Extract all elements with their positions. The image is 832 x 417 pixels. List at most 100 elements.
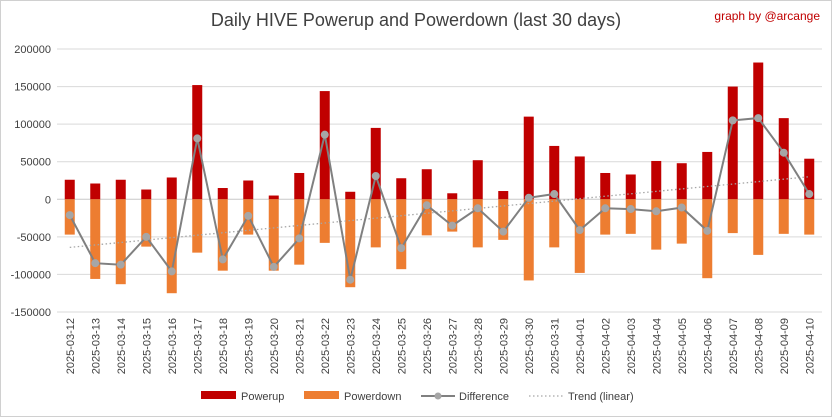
x-tick-label: 2025-03-16 xyxy=(167,318,179,374)
powerup-bar xyxy=(778,118,789,200)
powerdown-bar xyxy=(217,199,228,271)
powerup-bar xyxy=(90,183,101,200)
x-tick-label: 2025-03-29 xyxy=(498,318,510,374)
y-tick-label: 200000 xyxy=(14,44,51,56)
powerup-bar xyxy=(600,172,611,200)
legend-marker-difference xyxy=(434,392,442,400)
powerup-bar xyxy=(166,177,177,200)
x-tick-label: 2025-03-31 xyxy=(549,318,561,374)
powerup-bar xyxy=(753,62,764,200)
powerup-bar xyxy=(549,145,560,200)
difference-point xyxy=(728,116,737,125)
difference-point xyxy=(65,211,74,220)
powerup-bar xyxy=(727,86,738,200)
powerup-bar xyxy=(498,191,509,200)
x-tick-label: 2025-04-01 xyxy=(575,318,587,374)
powerup-bar xyxy=(217,188,228,200)
x-tick-label: 2025-04-03 xyxy=(626,318,638,374)
x-tick-label: 2025-03-19 xyxy=(243,318,255,374)
y-tick-label: 50000 xyxy=(20,157,51,169)
difference-point xyxy=(422,201,431,210)
powerup-bar xyxy=(447,193,458,200)
difference-point xyxy=(371,171,380,180)
powerup-bar xyxy=(702,151,713,200)
difference-point xyxy=(218,255,227,264)
difference-point xyxy=(116,260,125,269)
difference-point xyxy=(448,221,457,230)
chart-title: Daily HIVE Powerup and Powerdown (last 3… xyxy=(210,10,622,30)
difference-point xyxy=(142,232,151,241)
powerdown-bar xyxy=(141,199,152,247)
difference-point xyxy=(91,259,100,268)
x-tick-label: 2025-03-25 xyxy=(396,318,408,374)
powerdown-bar xyxy=(115,199,126,285)
difference-point xyxy=(320,130,329,139)
difference-point xyxy=(269,262,278,271)
powerup-bar xyxy=(243,180,254,200)
x-tick-label: 2025-04-05 xyxy=(677,318,689,374)
difference-point xyxy=(499,227,508,236)
powerdown-bar xyxy=(676,199,687,244)
legend-label-powerup: Powerup xyxy=(241,391,284,403)
x-tick-label: 2025-03-21 xyxy=(294,318,306,374)
powerdown-bar xyxy=(804,199,815,235)
x-tick-label: 2025-04-04 xyxy=(651,318,663,374)
powerup-bar xyxy=(472,160,483,200)
difference-point xyxy=(167,267,176,276)
difference-point xyxy=(295,234,304,243)
x-tick-label: 2025-04-09 xyxy=(779,318,791,374)
x-tick-label: 2025-03-18 xyxy=(218,318,230,374)
powerdown-bar xyxy=(753,199,764,255)
powerdown-bar xyxy=(727,199,738,234)
x-tick-label: 2025-03-24 xyxy=(371,318,383,374)
x-tick-label: 2025-03-23 xyxy=(345,318,357,374)
powerdown-bar xyxy=(421,199,432,236)
x-tick-label: 2025-03-22 xyxy=(320,318,332,374)
y-tick-label: -150000 xyxy=(11,307,51,319)
powerdown-bar xyxy=(600,199,611,235)
powerdown-bar xyxy=(268,199,279,271)
y-tick-label: 150000 xyxy=(14,82,51,94)
powerdown-bar xyxy=(574,199,585,273)
difference-point xyxy=(677,203,686,212)
powerdown-bar xyxy=(447,199,458,232)
y-tick-label: 100000 xyxy=(14,119,51,131)
powerup-bar xyxy=(676,163,687,200)
powerdown-bar xyxy=(472,199,483,248)
powerup-bar xyxy=(345,191,356,200)
difference-point xyxy=(754,114,763,123)
powerdown-bar xyxy=(702,199,713,279)
powerdown-bar xyxy=(319,199,330,243)
powerup-bar xyxy=(421,169,432,200)
powerdown-bar xyxy=(523,199,534,281)
x-tick-label: 2025-03-13 xyxy=(90,318,102,374)
powerup-bar xyxy=(625,174,636,200)
x-tick-label: 2025-03-30 xyxy=(524,318,536,374)
powerup-bar xyxy=(523,116,534,200)
difference-point xyxy=(524,193,533,202)
legend-label-difference: Difference xyxy=(459,391,509,403)
x-tick-label: 2025-03-28 xyxy=(473,318,485,374)
difference-point xyxy=(550,190,559,199)
powerdown-bar xyxy=(345,199,356,288)
x-tick-label: 2025-04-07 xyxy=(728,318,740,374)
powerdown-bar xyxy=(370,199,381,248)
x-tick-label: 2025-03-26 xyxy=(422,318,434,374)
difference-point xyxy=(473,204,482,213)
powerdown-bar xyxy=(498,199,509,240)
legend-swatch-powerup xyxy=(201,391,236,399)
powerdown-bar xyxy=(651,199,662,250)
x-tick-label: 2025-03-27 xyxy=(447,318,459,374)
x-tick-label: 2025-03-20 xyxy=(269,318,281,374)
difference-point xyxy=(626,205,635,214)
difference-point xyxy=(244,211,253,220)
powerup-bar xyxy=(115,179,126,200)
difference-point xyxy=(703,226,712,235)
difference-point xyxy=(652,207,661,216)
x-tick-label: 2025-04-10 xyxy=(804,318,816,374)
powerup-bar xyxy=(804,158,815,200)
difference-point xyxy=(397,244,406,253)
difference-point xyxy=(346,275,355,284)
